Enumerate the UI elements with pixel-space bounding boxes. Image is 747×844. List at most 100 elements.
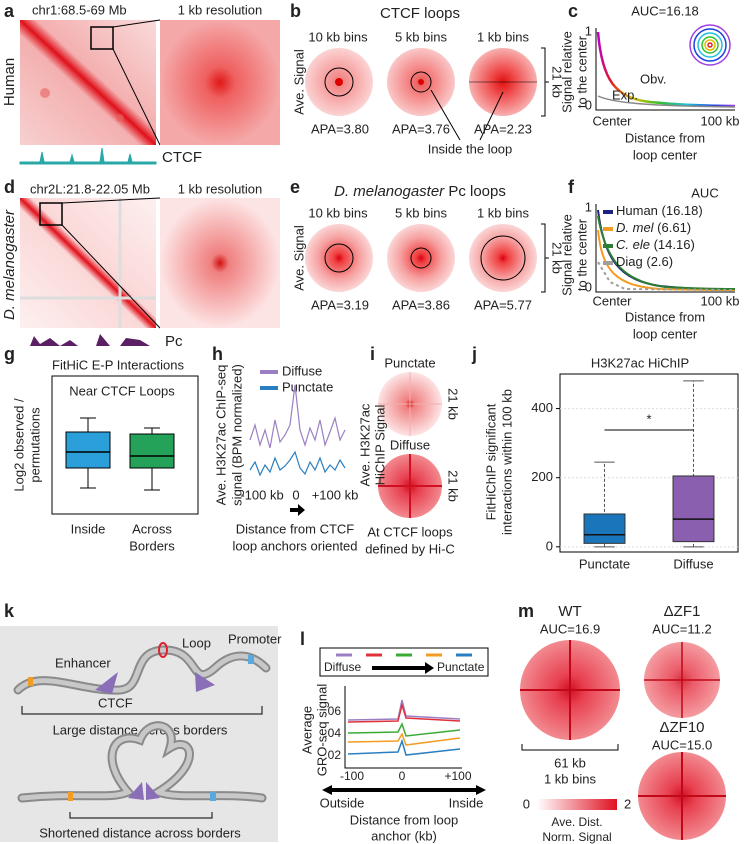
label: APA=3.86 (392, 297, 450, 312)
label: AUC=11.2 (652, 621, 711, 636)
label: Ave. Dist. (551, 815, 602, 829)
shape (479, 91, 504, 141)
label: -100 (340, 769, 364, 783)
label: a (4, 1, 15, 21)
significance-label: * (646, 411, 651, 426)
label: Distance from loop (350, 812, 458, 827)
shape (249, 384, 346, 449)
label: Pc (165, 333, 183, 350)
shape (61, 224, 161, 329)
legend-auc: (2.6) (643, 254, 673, 269)
label: APA=2.23 (474, 121, 532, 136)
shape (21, 706, 263, 715)
label: to the center (574, 218, 589, 291)
label: 1 kb bins (544, 771, 597, 786)
shape (347, 738, 461, 756)
label: j (471, 344, 477, 364)
legend-name: D. mel (616, 220, 655, 235)
label: Punctate (437, 660, 485, 674)
label: 10 kb bins (308, 29, 368, 44)
label: loop center (633, 147, 698, 162)
label: 21 kb (446, 388, 461, 420)
group: Human (16.18)D. mel (6.61)C. ele (14.16)… (603, 203, 703, 269)
legend-name: C. ele (616, 237, 650, 252)
legend-entry: Diag (2.6) (616, 254, 673, 269)
label: 100 kb (700, 113, 739, 128)
legend-auc: (6.61) (654, 220, 692, 235)
label: AUC=16.18 (631, 3, 699, 18)
shape (410, 71, 432, 93)
label: .02 (324, 748, 341, 762)
label: AUC (691, 185, 718, 200)
label: permutations (27, 407, 42, 483)
label: CTCF loops (380, 5, 460, 22)
shape (28, 677, 33, 686)
label: Ave. H3K27ac ChIP-seq (213, 365, 228, 506)
shape (324, 243, 354, 273)
y-tick-label: 0 (546, 538, 553, 553)
shape (80, 417, 96, 489)
shape (129, 433, 175, 469)
label: Enhancer (55, 655, 111, 670)
label: h (212, 344, 223, 364)
label: ΔZF10 (659, 719, 704, 736)
shape (322, 785, 486, 795)
label: Center (592, 293, 632, 308)
label: -100 kb (240, 487, 283, 502)
legend-auc: (16.18) (658, 203, 703, 218)
label: Distance from (625, 309, 705, 324)
label: Ave. Signal (291, 225, 306, 291)
label: 1 (585, 199, 592, 214)
label: 0 (585, 279, 592, 294)
shape (347, 699, 461, 721)
shape (701, 36, 719, 54)
label: Large distance across borders (53, 722, 228, 737)
shape (19, 147, 157, 165)
shape (19, 723, 265, 801)
shape (146, 782, 160, 800)
shape (112, 19, 161, 28)
label: f (568, 177, 575, 197)
label: 1 kb bins (477, 205, 530, 220)
legend-name: Human (616, 203, 658, 218)
box (672, 475, 715, 543)
shape (65, 431, 111, 469)
label: 5 kb bins (395, 205, 448, 220)
box (583, 513, 626, 544)
shape (344, 686, 462, 769)
label: Ave. H3K27ac (357, 403, 372, 486)
shape (68, 792, 73, 801)
label: c (568, 1, 578, 21)
label: 21 kb (550, 66, 565, 98)
label: .06 (324, 704, 341, 718)
label: loop anchors oriented (232, 538, 357, 553)
shape (20, 198, 156, 328)
label: 1 kb bins (477, 29, 530, 44)
shape (541, 47, 549, 117)
shape (595, 204, 735, 293)
y-tick-label: 200 (531, 469, 553, 484)
shape (20, 20, 156, 145)
label: Diffuse (390, 437, 430, 452)
shape (324, 67, 354, 97)
legend-entry: D. mel (6.61) (616, 220, 691, 235)
label: Log2 observed / (11, 398, 26, 492)
shape (290, 504, 305, 516)
label: Borders (129, 538, 175, 553)
shape (597, 95, 736, 108)
shape (20, 334, 156, 346)
shape (387, 224, 455, 292)
label: 2 (624, 796, 631, 811)
label: At CTCF loops (367, 524, 453, 539)
shape (347, 702, 461, 723)
legend-entry: C. ele (14.16) (616, 237, 695, 252)
label: b (290, 1, 301, 21)
shape (160, 198, 280, 328)
label: Distance from CTCF (236, 521, 355, 536)
label: Inside (449, 795, 484, 810)
shape (596, 31, 736, 108)
label: Near CTCF Loops (69, 383, 175, 398)
label: 5 kb bins (395, 29, 448, 44)
shape (347, 722, 461, 737)
